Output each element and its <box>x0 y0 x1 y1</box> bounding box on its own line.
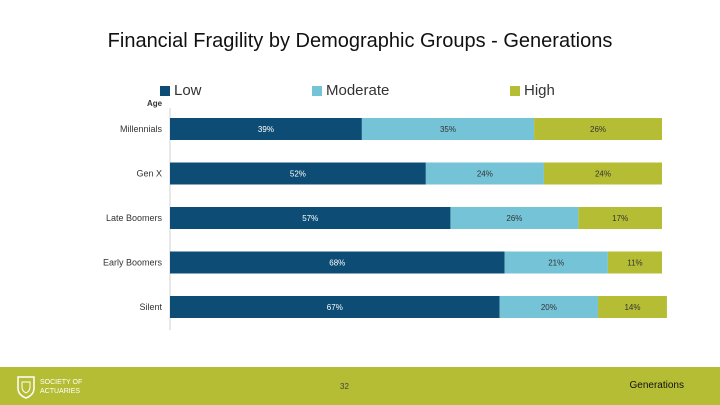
bar-segment-high <box>598 296 667 318</box>
footer-bar: SOCIETY OF ACTUARIES 32 Generations <box>0 367 720 405</box>
data-label: 39% <box>258 125 274 134</box>
legend-label-low: Low <box>174 82 202 99</box>
category-label: Gen X <box>136 169 162 179</box>
legend-swatch-low <box>160 86 170 96</box>
legend-label-moderate: Moderate <box>326 82 390 99</box>
bar-segment-low <box>170 162 426 185</box>
category-label: Late Boomers <box>106 213 163 223</box>
bar-segment-high <box>578 207 662 229</box>
chart-title: Financial Fragility by Demographic Group… <box>107 30 613 52</box>
data-label: 17% <box>612 214 628 223</box>
data-label: 57% <box>302 214 318 223</box>
data-label: 11% <box>627 259 642 268</box>
data-label: 20% <box>541 303 557 312</box>
data-label: 35% <box>440 125 456 134</box>
data-label: 21% <box>548 259 564 268</box>
section-label: Generations <box>629 380 684 391</box>
category-label: Millennials <box>120 124 163 134</box>
data-label: 14% <box>624 303 640 312</box>
data-label: 26% <box>590 125 606 134</box>
y-axis-label: Age <box>147 99 163 108</box>
stacked-bar-chart: Millennials 39% 35% 26% Gen X 52% 24% 24% Late B… <box>103 108 667 330</box>
bar-segment-low <box>170 296 500 318</box>
bar-segment-high <box>607 251 662 274</box>
society-of-actuaries-logo <box>17 376 35 399</box>
bar-segment-low <box>170 207 451 229</box>
data-label: 26% <box>506 214 522 223</box>
bar-segment-high <box>543 162 662 185</box>
data-label: 52% <box>290 170 306 179</box>
bar-segment-moderate <box>425 162 544 185</box>
data-label: 68% <box>329 259 345 268</box>
bar-segment-low <box>170 118 362 140</box>
bar-segment-moderate <box>361 118 535 140</box>
category-label: Early Boomers <box>103 258 163 268</box>
bar-segment-moderate <box>450 207 579 229</box>
bar-segment-low <box>170 251 505 274</box>
page-number: 32 <box>340 382 349 391</box>
category-label: Silent <box>139 302 162 312</box>
bar-segment-high <box>534 118 662 140</box>
data-label: 24% <box>477 170 493 179</box>
data-label: 24% <box>595 170 611 179</box>
data-label: 67% <box>327 303 343 312</box>
bar-segment-moderate <box>499 296 599 318</box>
legend-swatch-high <box>510 86 520 96</box>
legend-swatch-moderate <box>312 86 322 96</box>
logo-text: SOCIETY OF ACTUARIES <box>40 379 83 395</box>
bar-segment-moderate <box>504 251 608 274</box>
legend-label-high: High <box>524 82 555 99</box>
